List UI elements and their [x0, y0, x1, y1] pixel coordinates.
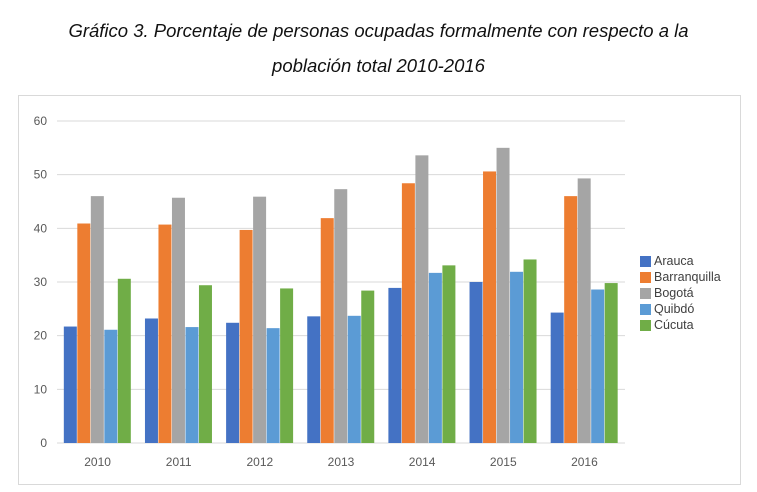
x-tick-label: 2010 [84, 455, 111, 469]
y-tick-label: 20 [34, 329, 48, 343]
bar-arauca-2012 [226, 322, 240, 443]
bar-barranquilla-2014 [401, 183, 415, 443]
legend-label: Arauca [654, 254, 694, 268]
bar-bogotá-2015 [496, 147, 510, 444]
legend-item: Barranquilla [640, 269, 721, 285]
x-tick-label: 2016 [571, 455, 598, 469]
bar-arauca-2016 [550, 312, 564, 443]
bar-quibdó-2013 [347, 315, 361, 443]
bar-quibdó-2011 [185, 327, 199, 443]
y-tick-label: 40 [34, 221, 48, 235]
legend-swatch [640, 303, 651, 315]
bar-arauca-2011 [144, 318, 158, 443]
bar-barranquilla-2016 [564, 196, 578, 443]
legend-label: Bogotá [654, 286, 694, 300]
legend: Arauca Barranquilla Bogotá Quibdó Cúcuta [640, 253, 721, 333]
y-tick-label: 60 [34, 114, 48, 128]
x-tick-label: 2015 [490, 455, 517, 469]
bar-cúcuta-2012 [280, 288, 294, 443]
y-tick-label: 50 [34, 168, 48, 182]
bar-bogotá-2014 [415, 155, 429, 443]
x-tick-label: 2011 [166, 455, 192, 469]
legend-item: Quibdó [640, 301, 721, 317]
legend-swatch [640, 287, 651, 299]
bar-barranquilla-2012 [239, 229, 253, 443]
bar-cúcuta-2015 [523, 259, 537, 443]
bar-barranquilla-2010 [77, 223, 91, 443]
y-tick-label: 30 [34, 275, 48, 289]
bar-cúcuta-2013 [361, 290, 375, 443]
legend-swatch [640, 271, 651, 283]
chart-title-line1: Gráfico 3. Porcentaje de personas ocupad… [68, 20, 689, 41]
bar-quibdó-2012 [266, 328, 280, 443]
y-tick-label: 10 [34, 382, 48, 396]
bar-arauca-2014 [388, 287, 402, 443]
legend-item: Arauca [640, 253, 721, 269]
x-tick-label: 2014 [409, 455, 436, 469]
x-tick-label: 2013 [328, 455, 355, 469]
legend-label: Cúcuta [654, 318, 694, 332]
bar-bogotá-2010 [90, 196, 104, 443]
bar-barranquilla-2013 [320, 218, 334, 443]
bar-cúcuta-2016 [604, 283, 618, 443]
bar-arauca-2010 [63, 326, 77, 443]
legend-label: Barranquilla [654, 270, 721, 284]
bar-bogotá-2011 [171, 197, 185, 443]
chart-frame [18, 95, 741, 485]
legend-label: Quibdó [654, 302, 695, 316]
legend-swatch [640, 319, 651, 331]
bar-quibdó-2015 [510, 271, 524, 443]
legend-item: Bogotá [640, 285, 721, 301]
bar-arauca-2013 [307, 316, 321, 443]
bar-quibdó-2016 [591, 289, 605, 443]
bar-arauca-2015 [469, 282, 483, 443]
bar-bogotá-2012 [253, 196, 267, 443]
bar-cúcuta-2014 [442, 265, 456, 443]
legend-swatch [640, 255, 651, 267]
bar-cúcuta-2011 [198, 285, 212, 443]
bar-cúcuta-2010 [117, 278, 131, 443]
bar-quibdó-2014 [428, 272, 442, 443]
chart-title-line2: población total 2010-2016 [272, 55, 485, 76]
legend-item: Cúcuta [640, 317, 721, 333]
bar-barranquilla-2011 [158, 224, 172, 443]
bar-barranquilla-2015 [483, 171, 497, 444]
y-tick-label: 0 [40, 436, 47, 450]
bar-quibdó-2010 [104, 329, 118, 443]
x-tick-label: 2012 [247, 455, 274, 469]
bar-bogotá-2013 [334, 189, 348, 443]
bar-bogotá-2016 [577, 178, 591, 443]
